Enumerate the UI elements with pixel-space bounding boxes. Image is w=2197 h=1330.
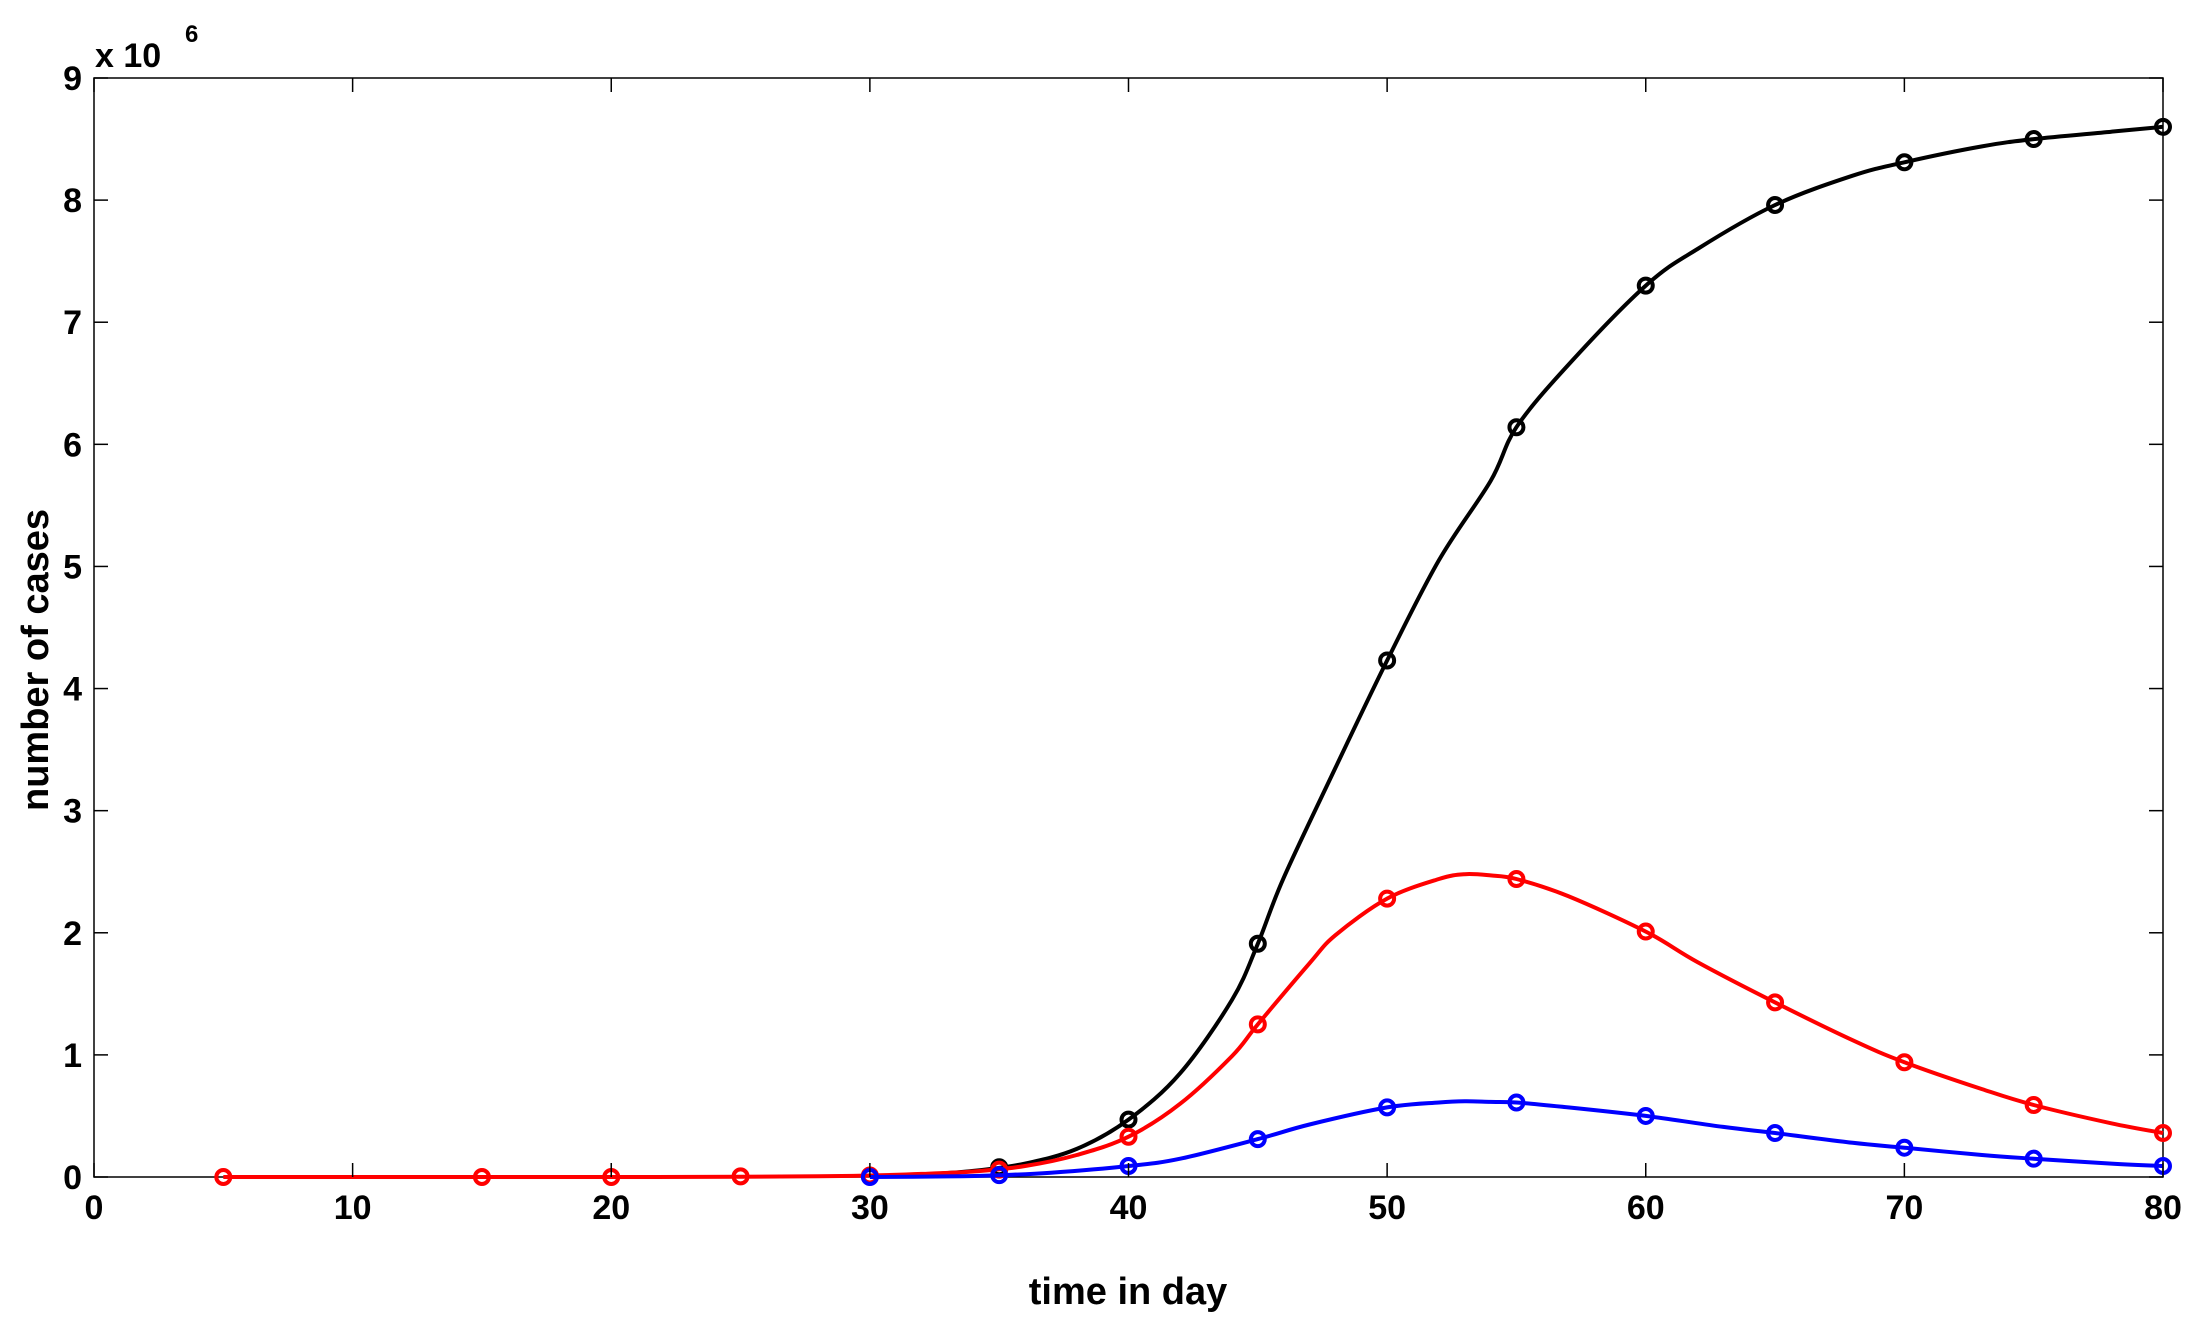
data-point-red bbox=[731, 1167, 750, 1186]
y-tick-label: 5 bbox=[63, 548, 82, 586]
data-point-red bbox=[1636, 922, 1655, 941]
label-layer: x 10 6 time in day number of cases bbox=[15, 21, 1227, 1313]
series-blue bbox=[860, 1093, 2172, 1186]
y-axis-title: number of cases bbox=[15, 509, 57, 811]
data-point-black bbox=[1378, 651, 1397, 670]
x-tick-label: 80 bbox=[2144, 1189, 2182, 1227]
data-point-red bbox=[2154, 1124, 2172, 1143]
data-point-blue bbox=[1248, 1130, 1267, 1149]
data-point-red bbox=[214, 1168, 233, 1186]
series-line-black bbox=[869, 124, 2164, 1178]
plot-area bbox=[93, 77, 2164, 1178]
data-point-black bbox=[1766, 195, 1785, 214]
data-point-red bbox=[2024, 1095, 2043, 1114]
data-point-red bbox=[1119, 1127, 1138, 1146]
y-tick-label: 2 bbox=[63, 915, 82, 953]
data-point-black bbox=[1636, 276, 1655, 295]
y-tick-label: 0 bbox=[63, 1159, 82, 1197]
data-point-red bbox=[1378, 889, 1397, 908]
series-line-blue bbox=[869, 1099, 2164, 1179]
x-tick-label: 40 bbox=[1110, 1189, 1148, 1227]
y-tick-label: 4 bbox=[63, 671, 82, 709]
data-point-blue bbox=[990, 1166, 1009, 1185]
y-tick-label: 1 bbox=[63, 1037, 82, 1075]
data-point-black bbox=[1248, 934, 1267, 953]
plot-frame bbox=[93, 77, 2164, 1178]
y-tick-label: 6 bbox=[63, 426, 82, 464]
data-point-black bbox=[1895, 153, 1914, 172]
data-point-blue bbox=[1636, 1106, 1655, 1125]
y-tick-label: 9 bbox=[63, 60, 82, 98]
data-point-black bbox=[1507, 418, 1526, 437]
series-line-red bbox=[223, 872, 2164, 1180]
x-tick-label: 0 bbox=[85, 1189, 104, 1227]
data-point-blue bbox=[1507, 1093, 1526, 1112]
data-point-red bbox=[1248, 1015, 1267, 1034]
data-point-blue bbox=[1766, 1124, 1785, 1143]
data-point-blue bbox=[1378, 1098, 1397, 1117]
data-point-red bbox=[472, 1168, 491, 1186]
x-tick-label: 50 bbox=[1368, 1189, 1406, 1227]
series-black bbox=[869, 117, 2172, 1178]
tick-layer: 0 10 20 30 40 50 60 70 80 0 1 2 3 4 5 6 7 8 9 bbox=[63, 60, 2182, 1227]
data-point-blue bbox=[1895, 1138, 1914, 1157]
x-tick-label: 10 bbox=[334, 1189, 372, 1227]
y-multiplier-exponent: 6 bbox=[185, 21, 198, 48]
data-point-black bbox=[2024, 130, 2043, 149]
y-tick-label: 8 bbox=[63, 182, 82, 220]
y-multiplier-label: x 10 bbox=[95, 37, 161, 75]
x-tick-label: 30 bbox=[851, 1189, 889, 1227]
data-point-black bbox=[2154, 117, 2172, 136]
x-tick-label: 70 bbox=[1885, 1189, 1923, 1227]
y-tick-label: 7 bbox=[63, 304, 82, 342]
x-tick-label: 20 bbox=[592, 1189, 630, 1227]
y-tick-label: 3 bbox=[63, 793, 82, 831]
data-point-red bbox=[1766, 993, 1785, 1012]
series-layer bbox=[214, 117, 2172, 1186]
data-point-black bbox=[1119, 1110, 1138, 1129]
data-point-red bbox=[1507, 870, 1526, 889]
x-axis-title: time in day bbox=[1029, 1271, 1228, 1313]
x-tick-label: 60 bbox=[1627, 1189, 1665, 1227]
data-point-red bbox=[1895, 1053, 1914, 1072]
data-point-blue bbox=[2024, 1149, 2043, 1168]
